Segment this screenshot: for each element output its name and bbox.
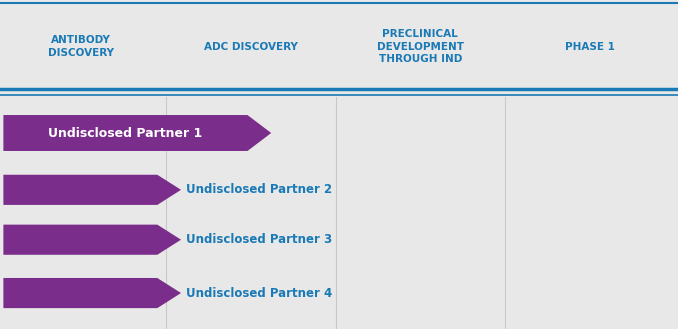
Text: ADC DISCOVERY: ADC DISCOVERY: [204, 41, 298, 52]
Polygon shape: [3, 225, 181, 255]
Polygon shape: [3, 175, 181, 205]
Polygon shape: [3, 115, 271, 151]
Text: PRECLINICAL
DEVELOPMENT
THROUGH IND: PRECLINICAL DEVELOPMENT THROUGH IND: [377, 29, 464, 64]
Text: PHASE 1: PHASE 1: [565, 41, 615, 52]
Text: Undisclosed Partner 1: Undisclosed Partner 1: [48, 127, 203, 139]
Text: ANTIBODY
DISCOVERY: ANTIBODY DISCOVERY: [48, 36, 115, 58]
Text: Undisclosed Partner 2: Undisclosed Partner 2: [186, 183, 333, 196]
Text: Undisclosed Partner 3: Undisclosed Partner 3: [186, 233, 333, 246]
Polygon shape: [3, 278, 181, 308]
Text: Undisclosed Partner 4: Undisclosed Partner 4: [186, 287, 333, 299]
